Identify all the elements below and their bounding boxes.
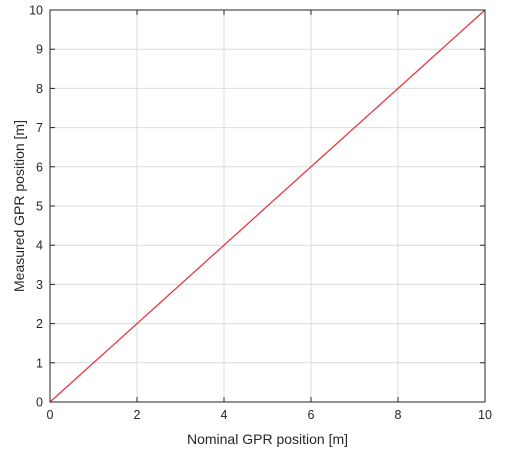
series-layer	[49, 9, 486, 403]
x-axis-label: Nominal GPR position [m]	[187, 431, 348, 447]
x-tick-label: 2	[134, 408, 141, 422]
y-axis-label: Measured GPR position [m]	[11, 120, 27, 292]
y-tick-label: 1	[36, 356, 43, 370]
y-tick-label: 10	[29, 4, 43, 18]
y-tick-label: 9	[36, 43, 43, 57]
y-axis-ticks: 0 1 2 3 4 5 6 7 8 9 10	[29, 4, 485, 410]
x-tick-label: 8	[395, 408, 402, 422]
y-tick-label: 8	[36, 82, 43, 96]
y-tick-label: 4	[36, 239, 43, 253]
x-tick-label: 6	[308, 408, 315, 422]
x-tick-label: 0	[47, 408, 54, 422]
x-axis-ticks: 0 2 4 6 8 10	[47, 10, 492, 422]
y-tick-label: 7	[36, 121, 43, 135]
series-line	[49, 9, 486, 403]
y-tick-label: 6	[36, 160, 43, 174]
x-tick-label: 10	[478, 408, 492, 422]
x-tick-label: 4	[221, 408, 228, 422]
y-tick-label: 5	[36, 200, 43, 214]
y-tick-label: 0	[36, 396, 43, 410]
y-tick-label: 3	[36, 278, 43, 292]
y-tick-label: 2	[36, 317, 43, 331]
